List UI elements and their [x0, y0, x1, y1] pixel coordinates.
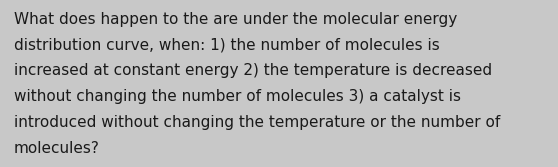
- Text: distribution curve, when: 1) the number of molecules is: distribution curve, when: 1) the number …: [14, 38, 440, 53]
- Text: molecules?: molecules?: [14, 141, 100, 156]
- Text: What does happen to the are under the molecular energy: What does happen to the are under the mo…: [14, 12, 457, 27]
- Text: introduced without changing the temperature or the number of: introduced without changing the temperat…: [14, 115, 500, 130]
- Text: without changing the number of molecules 3) a catalyst is: without changing the number of molecules…: [14, 89, 461, 104]
- Text: increased at constant energy 2) the temperature is decreased: increased at constant energy 2) the temp…: [14, 63, 492, 78]
